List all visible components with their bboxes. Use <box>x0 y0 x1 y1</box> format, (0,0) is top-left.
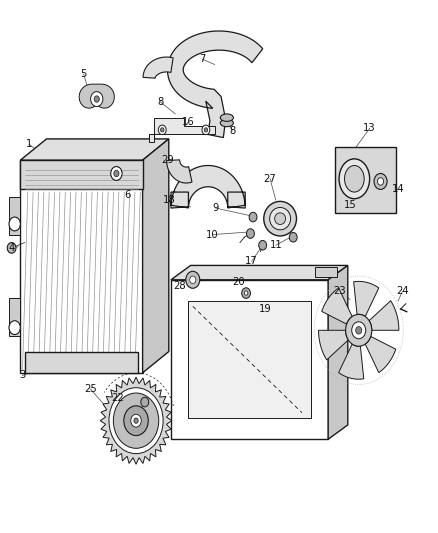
Polygon shape <box>171 280 328 439</box>
Ellipse shape <box>220 119 233 127</box>
Text: 9: 9 <box>212 203 219 213</box>
Polygon shape <box>328 265 348 439</box>
Text: 29: 29 <box>161 155 174 165</box>
Text: 22: 22 <box>111 393 124 403</box>
Circle shape <box>190 276 196 284</box>
Polygon shape <box>321 288 352 324</box>
Polygon shape <box>365 336 396 373</box>
Polygon shape <box>20 160 143 373</box>
Circle shape <box>346 314 372 346</box>
Polygon shape <box>79 84 114 108</box>
Circle shape <box>244 291 248 295</box>
Text: 10: 10 <box>206 230 219 240</box>
Ellipse shape <box>264 201 297 236</box>
Ellipse shape <box>339 159 370 199</box>
Polygon shape <box>188 301 311 418</box>
Text: 20: 20 <box>232 278 245 287</box>
Circle shape <box>141 397 149 407</box>
Text: 5: 5 <box>81 69 87 79</box>
Text: 27: 27 <box>264 174 276 184</box>
Polygon shape <box>100 377 172 464</box>
Circle shape <box>134 418 138 423</box>
Circle shape <box>109 387 163 454</box>
Text: 13: 13 <box>363 123 376 133</box>
Text: 25: 25 <box>84 384 96 394</box>
Text: 11: 11 <box>269 240 282 250</box>
Ellipse shape <box>275 213 286 224</box>
Text: 16: 16 <box>182 117 195 127</box>
Text: 14: 14 <box>392 184 404 195</box>
Ellipse shape <box>374 173 387 189</box>
Circle shape <box>352 322 366 339</box>
Polygon shape <box>20 139 169 160</box>
Polygon shape <box>25 352 138 373</box>
Polygon shape <box>171 166 245 208</box>
Polygon shape <box>166 160 192 183</box>
Circle shape <box>7 243 16 253</box>
Text: 7: 7 <box>199 54 205 64</box>
Circle shape <box>114 170 119 176</box>
Text: 28: 28 <box>173 281 186 291</box>
Circle shape <box>160 128 164 132</box>
Polygon shape <box>318 330 348 360</box>
Circle shape <box>9 321 20 335</box>
Polygon shape <box>143 139 169 373</box>
Ellipse shape <box>378 177 384 185</box>
Text: 15: 15 <box>343 200 357 211</box>
Text: 18: 18 <box>162 195 175 205</box>
Polygon shape <box>143 57 173 78</box>
Circle shape <box>9 217 20 231</box>
Circle shape <box>131 414 141 427</box>
Polygon shape <box>339 344 364 379</box>
Text: 8: 8 <box>157 96 163 107</box>
Polygon shape <box>369 301 399 330</box>
Polygon shape <box>10 197 20 235</box>
Circle shape <box>249 212 257 222</box>
Text: 1: 1 <box>26 139 32 149</box>
Polygon shape <box>167 31 263 138</box>
Polygon shape <box>149 118 215 142</box>
Polygon shape <box>353 281 379 317</box>
Ellipse shape <box>220 114 233 122</box>
Text: 8: 8 <box>229 126 235 136</box>
Text: 3: 3 <box>19 370 26 381</box>
Circle shape <box>113 393 159 448</box>
Text: 24: 24 <box>396 286 409 296</box>
Text: 17: 17 <box>245 256 258 266</box>
Polygon shape <box>20 160 143 189</box>
Ellipse shape <box>345 165 364 192</box>
FancyBboxPatch shape <box>335 147 396 213</box>
Circle shape <box>289 232 297 242</box>
Circle shape <box>111 166 122 180</box>
Polygon shape <box>171 265 348 280</box>
Circle shape <box>259 240 267 250</box>
Circle shape <box>124 406 148 435</box>
Circle shape <box>202 125 210 135</box>
Circle shape <box>242 288 251 298</box>
Circle shape <box>356 327 362 334</box>
Text: 6: 6 <box>124 190 131 200</box>
Circle shape <box>247 229 254 238</box>
Circle shape <box>158 125 166 135</box>
Ellipse shape <box>270 207 290 230</box>
Text: 23: 23 <box>333 286 346 296</box>
Circle shape <box>91 92 103 107</box>
Text: 19: 19 <box>258 304 271 314</box>
Circle shape <box>94 96 99 102</box>
Polygon shape <box>10 298 20 336</box>
Text: 4: 4 <box>8 243 15 253</box>
Circle shape <box>204 128 208 132</box>
Polygon shape <box>315 266 337 277</box>
Circle shape <box>186 271 200 288</box>
